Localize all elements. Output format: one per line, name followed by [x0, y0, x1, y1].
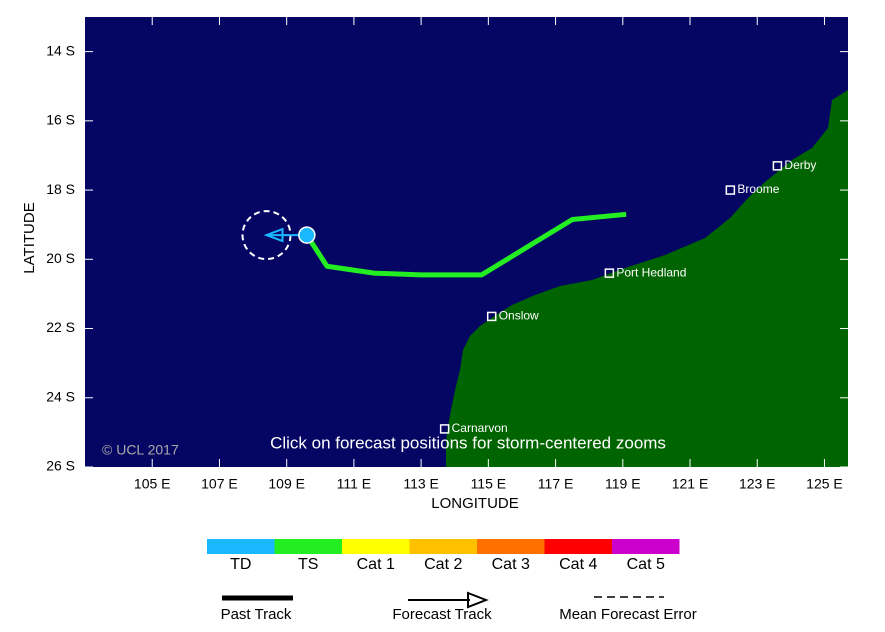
intensity-swatch — [207, 539, 275, 554]
city-marker — [439, 424, 450, 434]
x-tick-label: 113 E — [403, 476, 439, 492]
x-tick-label: 107 E — [201, 476, 238, 492]
intensity-label: Cat 2 — [424, 556, 462, 573]
city-label: Carnarvon — [452, 421, 508, 435]
intensity-swatch — [544, 539, 612, 554]
city-label: Port Hedland — [616, 265, 686, 279]
y-axis-label: LATITUDE — [21, 202, 38, 273]
past-track — [304, 211, 627, 278]
intensity-label: TD — [230, 556, 251, 573]
city-marker — [772, 161, 783, 171]
intensity-label: TS — [298, 556, 318, 573]
y-tick-label: 20 S — [46, 250, 75, 266]
forecast-arrow — [263, 227, 284, 243]
y-tick-label: 22 S — [46, 319, 75, 335]
intensity-swatch — [409, 539, 477, 554]
intensity-swatch — [274, 539, 342, 554]
arrow-key — [467, 591, 489, 609]
intensity-label: Cat 1 — [357, 556, 395, 573]
y-tick-label: 24 S — [46, 388, 75, 404]
intensity-swatch — [477, 539, 545, 554]
y-tick-label: 26 S — [46, 458, 75, 474]
note: Click on forecast positions for storm-ce… — [270, 433, 666, 452]
intensity-label: Cat 4 — [559, 556, 597, 573]
city-label: Derby — [784, 158, 816, 172]
x-tick-label: 123 E — [739, 476, 776, 492]
copyright: © UCL 2017 — [102, 442, 179, 458]
x-tick-label: 119 E — [605, 476, 641, 492]
intensity-label: Cat 5 — [627, 556, 665, 573]
legend-label: Past Track — [221, 606, 292, 623]
x-tick-label: 121 E — [672, 476, 709, 492]
intensity-label: Cat 3 — [492, 556, 530, 573]
y-tick-label: 16 S — [46, 112, 75, 128]
x-tick-label: 125 E — [806, 476, 843, 492]
track-legend: Past Track Forecast Track Mean Forecast … — [221, 591, 697, 623]
y-tick-label: 14 S — [46, 42, 75, 58]
land — [446, 90, 848, 467]
x-tick-label: 105 E — [134, 476, 171, 492]
city-marker — [725, 185, 736, 195]
x-tick-label: 111 E — [337, 476, 372, 492]
legend-label: Forecast Track — [392, 606, 492, 623]
legend-label: Mean Forecast Error — [559, 606, 697, 623]
city-label: Broome — [737, 182, 779, 196]
city-marker — [604, 268, 615, 278]
storm-position — [298, 226, 316, 244]
intensity-swatch — [342, 539, 410, 554]
intensity-swatch — [612, 539, 680, 554]
y-tick-label: 18 S — [46, 181, 75, 197]
x-tick-label: 109 E — [268, 476, 305, 492]
x-axis-label: LONGITUDE — [431, 495, 519, 512]
city-marker — [486, 311, 497, 322]
x-tick-label: 117 E — [538, 476, 574, 492]
x-tick-label: 115 E — [471, 476, 507, 492]
city-label: Onslow — [499, 309, 539, 323]
